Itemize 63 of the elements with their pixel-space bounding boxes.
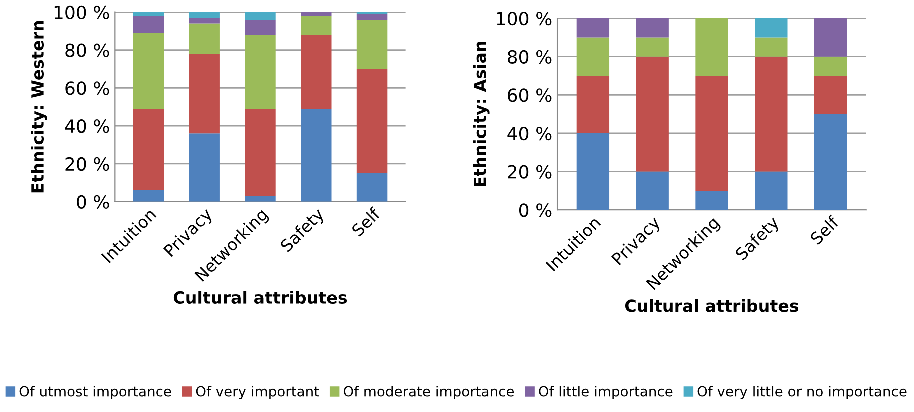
bar xyxy=(301,12,332,16)
bar xyxy=(814,56,848,76)
y-axis-title: Ethnicity: Western xyxy=(31,21,48,193)
bar xyxy=(301,35,332,110)
legend-label: Of utmost importance xyxy=(20,386,172,400)
bar xyxy=(636,18,669,38)
bar xyxy=(696,190,728,210)
bar xyxy=(133,16,164,34)
bar xyxy=(245,35,276,110)
bar xyxy=(356,69,388,174)
bar xyxy=(356,20,388,70)
bar xyxy=(696,76,728,191)
y-tick-label: 100 % xyxy=(54,6,110,20)
bar xyxy=(755,18,788,38)
bar xyxy=(245,12,276,20)
bar xyxy=(576,76,610,134)
bar xyxy=(133,190,164,202)
bar xyxy=(245,109,276,196)
bar xyxy=(356,14,388,20)
bar xyxy=(245,20,276,36)
bar xyxy=(356,173,388,202)
y-tick-label: 40 % xyxy=(508,126,552,141)
bar xyxy=(133,12,164,16)
y-tick-label: 60 % xyxy=(508,88,552,102)
legend-label: Of little importance xyxy=(539,386,673,400)
y-tick-label: 100 % xyxy=(497,12,552,26)
bar xyxy=(576,18,610,38)
y-tick-label: 0 % xyxy=(77,195,110,209)
bar xyxy=(189,134,220,202)
bar xyxy=(755,56,788,172)
bar xyxy=(189,24,220,54)
y-tick-label: 20 % xyxy=(508,165,552,179)
bar xyxy=(636,172,669,210)
y-tick-label: 20 % xyxy=(66,157,110,172)
bar xyxy=(814,114,848,210)
legend-label: Of very little or no importance xyxy=(698,386,907,400)
x-axis-title: Cultural attributes xyxy=(625,299,799,312)
bar xyxy=(696,18,728,76)
bar xyxy=(301,109,332,202)
y-axis-title: Ethnicity: Asian xyxy=(474,42,490,186)
y-tick-label: 40 % xyxy=(65,120,110,134)
legend-label: Of very important xyxy=(196,386,320,400)
bar xyxy=(755,172,788,210)
bar xyxy=(301,16,332,36)
bar xyxy=(636,56,669,172)
y-tick-label: 80 % xyxy=(508,50,552,64)
bar xyxy=(133,109,164,191)
bar xyxy=(576,133,610,210)
bar xyxy=(814,18,848,57)
y-tick-label: 0 % xyxy=(519,204,552,218)
bar xyxy=(189,54,220,134)
bar xyxy=(133,33,164,110)
bar xyxy=(636,38,669,57)
y-tick-label: 80 % xyxy=(66,44,110,58)
bar xyxy=(189,12,220,18)
bar xyxy=(755,38,788,57)
x-axis-title: Cultural attributes xyxy=(174,291,348,304)
bar xyxy=(814,76,848,114)
bar xyxy=(245,196,276,202)
bar xyxy=(576,38,610,76)
y-tick-label: 60 % xyxy=(66,82,110,96)
bar xyxy=(189,18,220,24)
legend-label: Of moderate importance xyxy=(344,386,514,400)
